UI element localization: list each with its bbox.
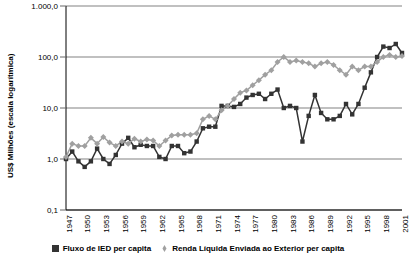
- svg-text:US$ Milhões (escala logarítmic: US$ Milhões (escala logarítmica): [8, 53, 15, 178]
- svg-text:100,0: 100,0: [38, 53, 59, 62]
- svg-text:1956: 1956: [121, 214, 130, 232]
- svg-text:2001: 2001: [401, 214, 404, 232]
- svg-text:1989: 1989: [326, 214, 335, 232]
- svg-text:1983: 1983: [289, 214, 298, 232]
- svg-text:1947: 1947: [65, 214, 74, 232]
- svg-text:1998: 1998: [382, 214, 391, 232]
- svg-text:1962: 1962: [158, 214, 167, 232]
- html-text:Fluxo de IED per capita: Fluxo de IED per capita: [62, 244, 152, 253]
- svg-text:1977: 1977: [251, 214, 260, 232]
- svg-text:1971: 1971: [214, 214, 223, 232]
- svg-text:1968: 1968: [195, 214, 204, 232]
- svg-text:1986: 1986: [307, 214, 316, 232]
- svg-text:0,1: 0,1: [47, 206, 59, 215]
- svg-text:10,0: 10,0: [42, 104, 58, 113]
- svg-text:1.000,0: 1.000,0: [31, 2, 58, 11]
- svg-text:1,0: 1,0: [47, 155, 59, 164]
- svg-text:1980: 1980: [270, 214, 279, 232]
- svg-text:1995: 1995: [363, 214, 372, 232]
- svg-text:1992: 1992: [345, 214, 354, 232]
- svg-text:1950: 1950: [83, 214, 92, 232]
- html-text:Renda Líquida Enviada ao Exter: Renda Líquida Enviada ao Exterior per ca…: [172, 244, 345, 253]
- svg-text:1953: 1953: [102, 214, 111, 232]
- svg-text:1959: 1959: [139, 214, 148, 232]
- svg-text:1974: 1974: [233, 214, 242, 232]
- svg-text:1965: 1965: [177, 214, 186, 232]
